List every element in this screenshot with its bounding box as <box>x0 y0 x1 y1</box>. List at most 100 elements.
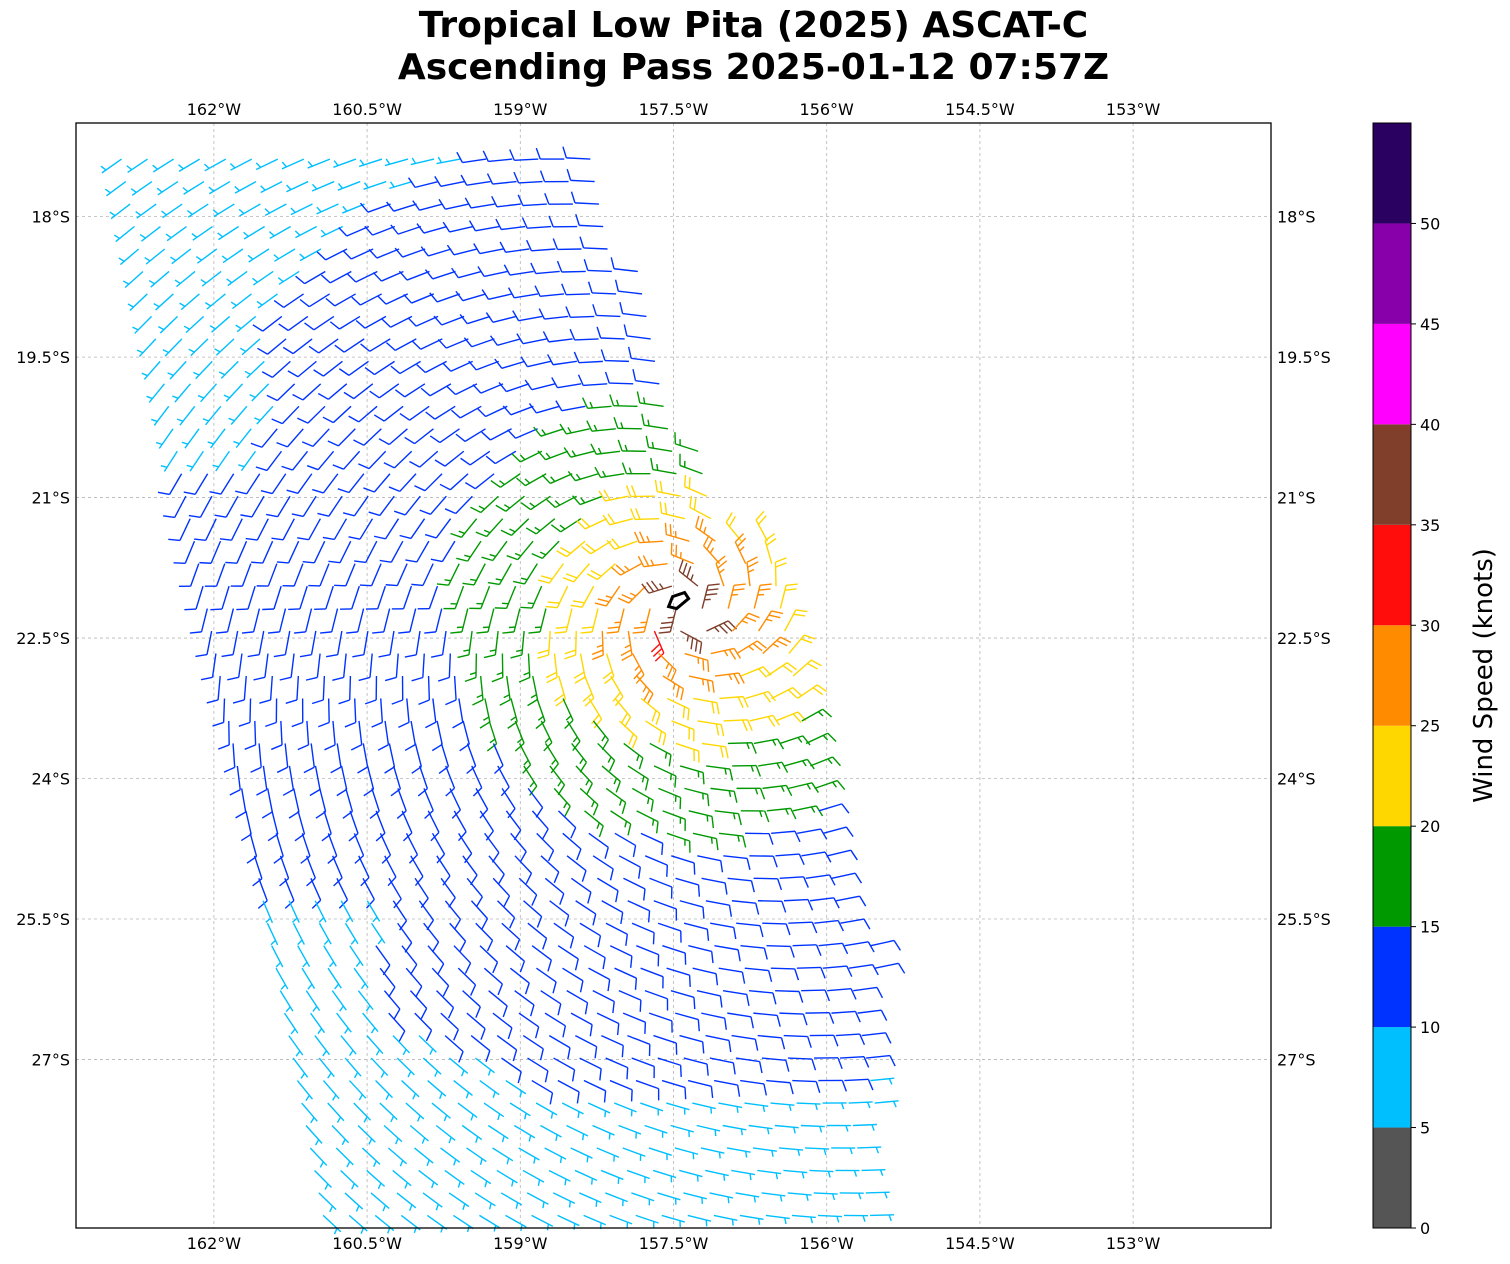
wind-barb <box>305 653 321 681</box>
colorbar-bin <box>1373 223 1411 324</box>
wind-barb <box>188 495 213 518</box>
wind-barb <box>225 540 248 564</box>
wind-barb <box>430 630 447 658</box>
wind-barb <box>308 563 330 587</box>
wind-barb <box>627 900 651 923</box>
wind-barb <box>449 922 467 952</box>
wind-barb <box>625 485 655 498</box>
wind-barb <box>594 466 625 479</box>
wind-barb <box>623 877 646 901</box>
wind-barb <box>726 1147 751 1158</box>
wind-barb <box>337 473 365 494</box>
wind-barb <box>817 1214 843 1223</box>
wind-barb <box>635 1214 659 1228</box>
wind-barb <box>870 1077 895 1085</box>
wind-barb <box>848 963 879 976</box>
wind-barb <box>658 653 677 682</box>
wind-barb <box>327 833 338 864</box>
wind-barb <box>657 1057 682 1077</box>
wind-barb <box>734 533 747 564</box>
wind-barb <box>416 223 448 234</box>
wind-barb <box>379 1102 398 1123</box>
wind-barb <box>327 428 356 447</box>
wind-barb <box>535 698 546 730</box>
wind-barb <box>674 432 699 452</box>
wind-barb <box>465 473 495 490</box>
wind-barb <box>852 1123 877 1131</box>
wind-barb <box>640 1102 664 1116</box>
wind-barb <box>661 1079 687 1100</box>
wind-barb <box>528 403 560 414</box>
wind-barb <box>349 945 364 967</box>
wind-barb <box>462 563 486 586</box>
wind-barb <box>470 1035 491 1062</box>
wind-barb <box>844 1214 869 1222</box>
wind-barb <box>348 810 359 842</box>
wind-barb <box>512 310 543 322</box>
wind-barb <box>374 1214 395 1234</box>
wind-barb <box>492 743 504 775</box>
wind-barb <box>330 743 342 774</box>
wind-barb <box>279 653 295 681</box>
wind-barb <box>401 1080 420 1100</box>
wind-barb <box>303 743 315 774</box>
wind-barb <box>344 698 357 728</box>
wind-barb <box>411 653 425 682</box>
wind-barb <box>762 922 791 936</box>
lon-tick-label-top: 153°W <box>1106 100 1161 119</box>
wind-barb <box>310 877 322 909</box>
wind-barb <box>745 690 776 703</box>
wind-barb <box>273 248 296 262</box>
wind-barb <box>609 394 638 408</box>
wind-barb <box>275 967 289 990</box>
wind-barb <box>727 583 746 609</box>
wind-barb <box>640 832 664 856</box>
wind-barb <box>779 1147 804 1156</box>
wind-barb <box>282 338 313 355</box>
wind-barb <box>546 354 577 366</box>
wind-barb <box>157 315 179 334</box>
wind-barb <box>243 225 265 240</box>
wind-barb <box>674 1147 699 1160</box>
wind-barb <box>375 1080 393 1100</box>
wind-barb <box>671 855 696 875</box>
wind-barb <box>212 698 226 727</box>
wind-barb <box>422 1192 443 1211</box>
wind-barb <box>491 196 521 208</box>
wind-barb <box>636 810 659 834</box>
lat-tick-label-right: 25.5°S <box>1277 910 1331 929</box>
wind-barb <box>477 266 508 278</box>
wind-barb <box>502 405 534 416</box>
wind-barb <box>805 1147 830 1156</box>
wind-barb <box>632 369 660 385</box>
wind-barb <box>186 450 204 472</box>
wind-barb <box>745 832 774 845</box>
wind-barb <box>322 518 348 541</box>
wind-barb <box>297 720 310 751</box>
wind-barb <box>534 285 565 297</box>
wind-barb <box>179 293 200 311</box>
wind-barb <box>705 1169 729 1181</box>
wind-barb <box>366 1169 386 1190</box>
wind-barb <box>614 832 637 858</box>
wind-barb <box>783 609 808 632</box>
wind-barb <box>579 922 602 948</box>
wind-barb <box>315 788 327 819</box>
wind-barb <box>857 1146 882 1154</box>
lon-tick-label-bottom: 154.5°W <box>945 1234 1015 1253</box>
wind-barb <box>736 922 764 938</box>
wind-barb <box>436 563 460 586</box>
wind-barb <box>662 675 685 701</box>
wind-barb <box>235 788 247 819</box>
wind-barb <box>399 405 430 421</box>
wind-barb <box>831 1010 861 1023</box>
wind-barb <box>368 495 395 517</box>
wind-barb <box>252 315 283 332</box>
wind-barb <box>783 1169 808 1179</box>
wind-barb <box>227 653 243 681</box>
wind-barb <box>434 450 465 467</box>
wind-barb <box>363 473 391 493</box>
lat-tick-label-left: 18°S <box>31 208 70 227</box>
wind-barb <box>582 397 612 410</box>
wind-barb <box>658 787 682 810</box>
